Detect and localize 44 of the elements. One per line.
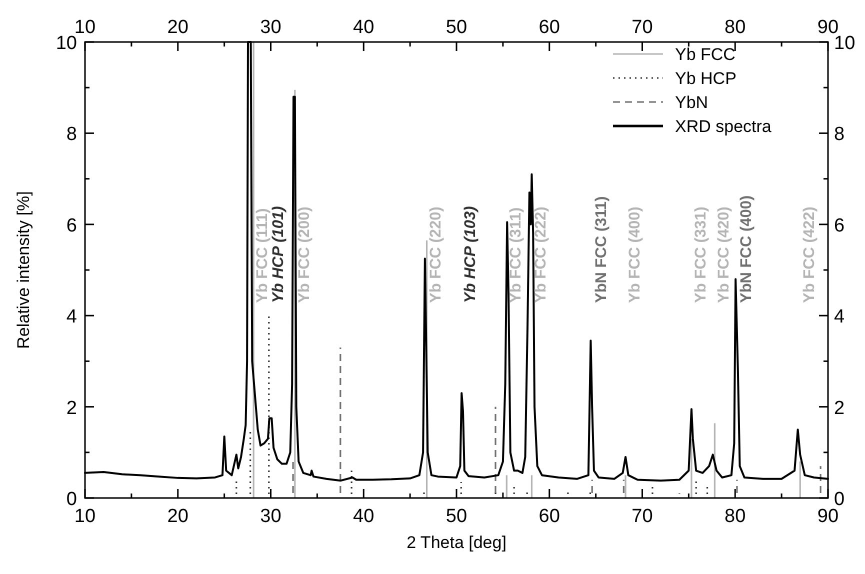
annotation: Yb FCC (111) <box>254 208 271 303</box>
y2-tick-label: 10 <box>834 33 856 54</box>
y2-tick-label: 8 <box>834 124 845 146</box>
y-tick-label: 4 <box>66 306 78 328</box>
y-tick-label: 0 <box>66 489 77 510</box>
annotation: Yb FCC (400) <box>626 206 644 303</box>
annotation: Yb FCC (331) <box>692 206 710 303</box>
legend-label: YbN <box>675 93 708 112</box>
legend-label: XRD spectra <box>675 117 772 136</box>
x-tick-label: 20 <box>167 17 188 38</box>
x2-tick-label: 70 <box>632 506 653 527</box>
y-tick-label: 8 <box>66 124 77 146</box>
x2-tick-label: 60 <box>538 506 560 527</box>
annotation: Yb HCP (101) <box>270 206 287 303</box>
x-tick-label: 30 <box>260 17 282 38</box>
x-tick-label: 40 <box>353 17 374 38</box>
y-tick-label: 6 <box>66 215 77 236</box>
x2-tick-label: 30 <box>260 506 282 527</box>
x-tick-label: 80 <box>724 17 746 38</box>
annotation: YbN FCC (311) <box>593 196 610 303</box>
annotation: Yb HCP (103) <box>462 206 479 303</box>
annotation: Yb FCC (422) <box>801 206 818 303</box>
x-axis-title: 2 Theta [deg] <box>406 533 506 552</box>
legend-label: Yb HCP <box>675 69 736 88</box>
annotation: Yb FCC (222) <box>532 206 550 303</box>
y-tick-label: 10 <box>56 33 77 54</box>
annotation: Yb FCC (220) <box>428 206 445 303</box>
x2-tick-label: 40 <box>353 506 374 527</box>
x-tick-label: 60 <box>538 17 560 38</box>
annotation: YbN FCC (400) <box>738 195 755 303</box>
y2-tick-label: 6 <box>834 215 845 236</box>
annotation: Yb FCC (311) <box>508 207 524 303</box>
y-tick-label: 2 <box>66 398 77 419</box>
y2-tick-label: 2 <box>834 398 845 419</box>
annotation: Yb FCC (420) <box>716 206 732 303</box>
x2-tick-label: 80 <box>724 506 746 527</box>
x-tick-label: 70 <box>632 17 653 38</box>
x-tick-label: 50 <box>446 17 468 38</box>
y2-tick-label: 4 <box>834 306 845 328</box>
y-axis-title: Relative intensity [%] <box>14 191 33 349</box>
annotation: Yb FCC (200) <box>296 206 313 303</box>
legend-label: Yb FCC <box>675 45 736 64</box>
x2-tick-label: 50 <box>446 506 468 527</box>
x2-tick-label: 20 <box>167 506 188 527</box>
